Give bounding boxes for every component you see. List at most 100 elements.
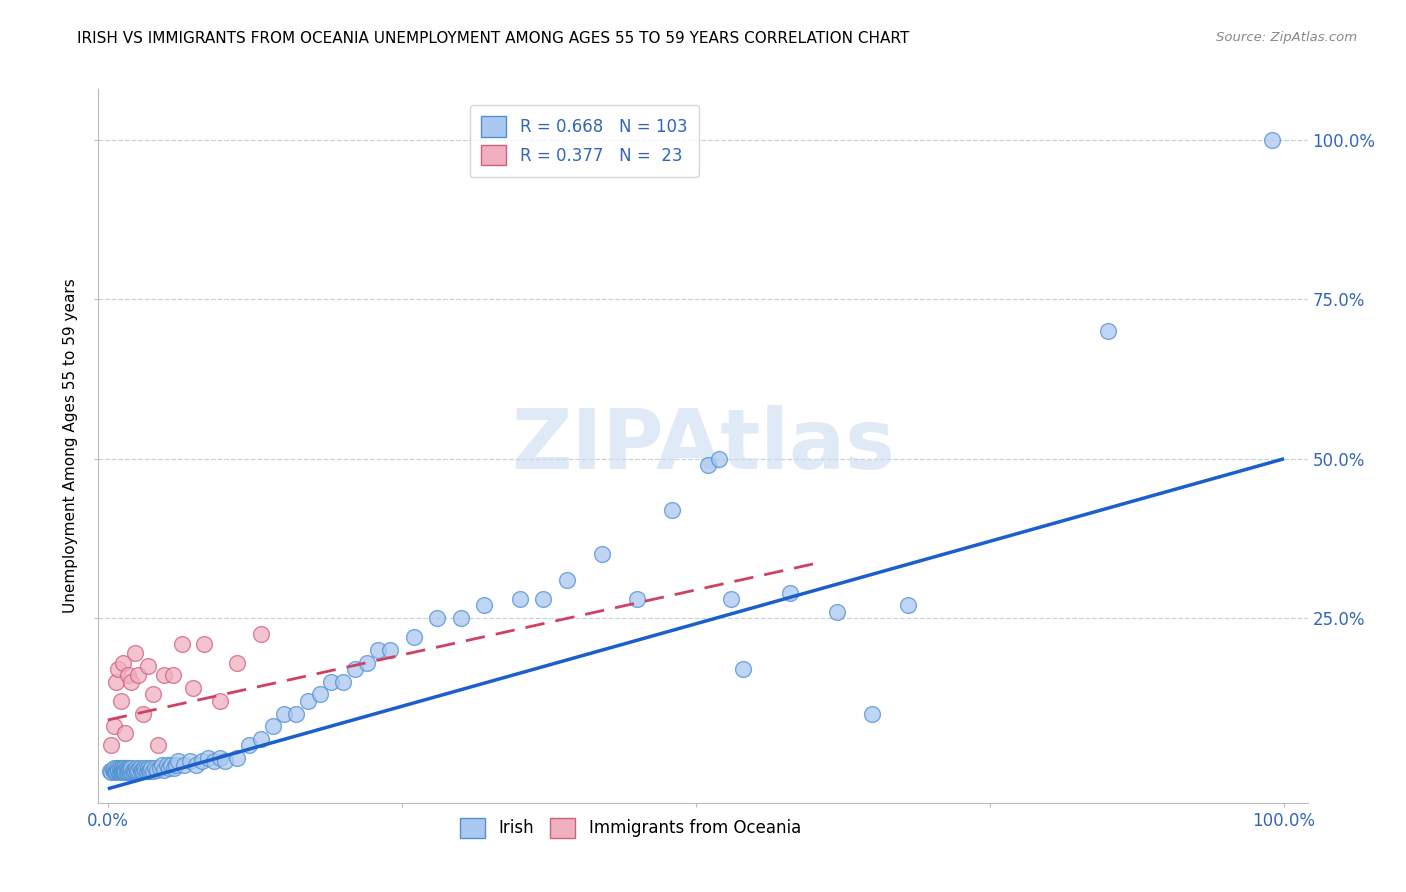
Point [153,763,176,777]
Point [110,764,132,778]
Point [508,591,530,606]
Point [661,502,683,516]
Point [100,739,122,753]
Point [170,636,193,650]
Point [112,656,135,670]
Point [367,643,389,657]
Point [262,719,284,733]
Point [249,627,271,641]
Point [105,674,128,689]
Point [124,646,146,660]
Point [150,757,173,772]
Text: ZIPAtlas: ZIPAtlas [510,406,896,486]
Point [226,656,249,670]
Point [118,763,141,777]
Point [214,755,236,769]
Point [136,658,159,673]
Point [117,764,139,778]
Text: IRISH VS IMMIGRANTS FROM OCEANIA UNEMPLOYMENT AMONG AGES 55 TO 59 YEARS CORRELAT: IRISH VS IMMIGRANTS FROM OCEANIA UNEMPLO… [77,31,910,46]
Point [131,763,153,777]
Point [125,761,148,775]
Point [139,763,162,777]
Point [273,706,295,721]
Point [163,761,186,775]
Point [100,765,122,780]
Point [825,605,848,619]
Point [112,765,135,780]
Point [110,763,132,777]
Point [356,656,378,670]
Point [108,765,131,780]
Point [378,643,401,657]
Point [321,674,343,689]
Point [114,725,136,739]
Point [308,688,330,702]
Point [626,591,648,606]
Point [179,755,201,769]
Point [104,765,127,780]
Point [132,706,155,721]
Point [103,761,125,775]
Point [343,662,366,676]
Point [120,674,142,689]
Y-axis label: Unemployment Among Ages 55 to 59 years: Unemployment Among Ages 55 to 59 years [63,278,79,614]
Point [138,764,160,778]
Point [332,674,354,689]
Point [165,757,187,772]
Point [426,611,449,625]
Point [115,765,138,780]
Point [146,763,169,777]
Point [167,755,190,769]
Point [193,636,215,650]
Point [297,694,319,708]
Point [1261,133,1284,147]
Point [121,764,143,778]
Point [114,764,136,778]
Point [134,763,156,777]
Point [129,764,152,778]
Point [112,761,135,775]
Point [117,668,139,682]
Point [132,764,155,778]
Point [472,599,495,613]
Point [105,764,128,778]
Point [191,755,214,769]
Point [157,761,180,775]
Point [555,573,578,587]
Point [111,764,134,778]
Point [120,765,142,780]
Point [141,688,163,702]
Point [101,763,124,777]
Point [105,761,128,775]
Point [103,764,125,778]
Point [897,599,920,613]
Point [136,761,159,775]
Point [202,755,225,769]
Point [141,761,163,775]
Point [127,763,149,777]
Point [107,764,129,778]
Point [208,751,231,765]
Point [108,761,131,775]
Text: Source: ZipAtlas.com: Source: ZipAtlas.com [1216,31,1357,45]
Legend: Irish, Immigrants from Oceania: Irish, Immigrants from Oceania [450,807,811,848]
Point [110,694,132,708]
Point [120,761,142,775]
Point [143,761,166,775]
Point [105,763,128,777]
Point [720,591,742,606]
Point [1097,324,1119,338]
Point [134,761,156,775]
Point [107,763,129,777]
Point [107,662,129,676]
Point [696,458,718,472]
Point [111,761,134,775]
Point [779,585,801,599]
Point [153,668,176,682]
Point [127,668,149,682]
Point [197,751,219,765]
Point [112,763,135,777]
Point [226,751,249,765]
Point [127,764,149,778]
Point [98,764,121,778]
